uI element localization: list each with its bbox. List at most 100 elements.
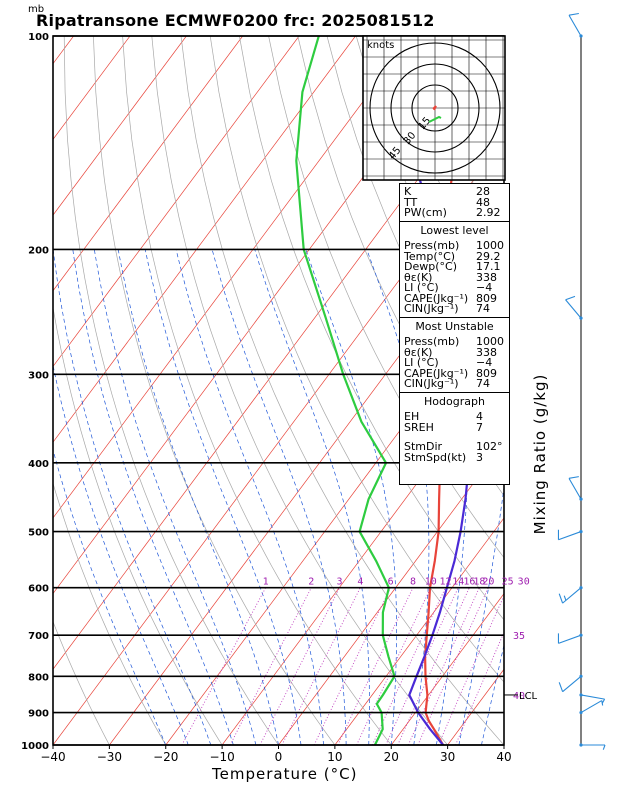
dry-adiabat (239, 36, 504, 621)
index-label: StmDir (404, 440, 443, 453)
y-tick-label: 400 (28, 459, 49, 470)
index-row: CIN(Jkg⁻¹) 74 (404, 303, 509, 315)
x-tick-label: −30 (97, 750, 122, 764)
dry-adiabat (180, 36, 504, 745)
index-value: −4 (476, 356, 493, 369)
wind-barb-feather (602, 744, 606, 750)
wind-barb-feather (558, 593, 564, 604)
dry-adiabat (590, 36, 618, 745)
isotherm (53, 36, 356, 443)
moist-adiabat (305, 249, 397, 745)
index-value: 17.1 (476, 260, 501, 273)
isotherm (334, 517, 504, 745)
index-row: Dewp(°C) 17.1 (404, 260, 509, 273)
index-label: K (404, 185, 412, 198)
index-value: −4 (476, 281, 493, 294)
wind-barb-feather (601, 700, 604, 706)
index-value: 7 (476, 420, 483, 434)
hodograph-trace-upper (432, 105, 437, 111)
mixing-ratio-label: 25 (502, 577, 514, 588)
dry-adiabat (122, 36, 392, 745)
hodograph-ring (411, 84, 459, 132)
index-row: CAPE(Jkg⁻¹) 809 (404, 291, 509, 305)
moist-adiabat (93, 249, 257, 745)
index-row: CAPE(Jkg⁻¹) 809 (404, 368, 509, 380)
x-tick-label: 20 (384, 750, 399, 764)
wind-barb-column (557, 12, 606, 750)
hodograph-header: Hodograph (424, 394, 485, 408)
isotherm (53, 36, 413, 519)
index-row: StmSpd(kt) 3 (404, 450, 509, 464)
index-label: Press(mb) (404, 239, 460, 252)
y-tick-label: 500 (28, 528, 49, 539)
index-row: StmDir 102° (404, 440, 509, 453)
isotherm (53, 36, 187, 216)
hodograph-trace-low (428, 115, 442, 123)
x-axis-label: Temperature (°C) (212, 765, 358, 783)
isotherm (53, 36, 300, 368)
index-row: SREH 7 (404, 420, 509, 434)
mixing-ratio-label: 16 (463, 577, 475, 588)
index-value: 4 (476, 410, 483, 423)
chart-title: Ripatransone ECMWF0200 frc: 2025081512 (36, 11, 435, 30)
index-value: 1000 (476, 239, 504, 252)
index-row: Press(mb) 1000 (404, 239, 509, 252)
index-value: 102° (476, 440, 503, 453)
mixing-ratio-label: 4 (357, 577, 363, 588)
index-label: θε(K) (404, 345, 433, 359)
index-row: θε(K) 338 (404, 270, 509, 284)
index-label: PW(cm) (404, 206, 447, 219)
index-row: PW(cm) 2.92 (404, 206, 509, 219)
unit-label: mb (28, 4, 45, 15)
mixing-ratio-line (337, 587, 414, 745)
mixing-ratio-label: 12 (439, 577, 451, 588)
mixing-ratio-label: 8 (410, 577, 416, 588)
wind-barb (580, 700, 603, 714)
isotherm (53, 36, 243, 292)
moist-adiabat (53, 363, 189, 745)
y-tick-label: 900 (28, 709, 49, 720)
lowest-level-header: Lowest level (420, 223, 489, 237)
wind-barb-feather (565, 295, 576, 301)
mixing-ratio-label: 1 (263, 577, 269, 588)
dry-adiabat (93, 36, 336, 745)
index-label: Press(mb) (404, 335, 460, 348)
index-row: Temp(°C) 29.2 (404, 249, 509, 263)
wind-barb-feather (558, 682, 564, 692)
index-value: 3 (476, 450, 483, 464)
mixing-ratio-line (407, 587, 480, 745)
moist-adiabat (117, 249, 279, 745)
moist-adiabat (503, 743, 504, 745)
index-row: θε(K) 338 (404, 345, 509, 359)
wind-barb-feather (568, 476, 579, 479)
mixing-ratio-line (313, 587, 392, 745)
moist-adiabat (436, 249, 469, 745)
index-row: EH 4 (404, 410, 509, 423)
moist-adiabat (72, 249, 234, 745)
dry-adiabat (268, 36, 504, 559)
index-value: 809 (476, 291, 497, 305)
y-tick-label: 800 (28, 672, 49, 683)
most-unstable-section: Most Unstable Press(mb) 1000 θε(K) 338 LI (°… (400, 318, 509, 393)
dewpoint-profile (295, 36, 396, 745)
mixing-ratio-label: 2 (308, 577, 314, 588)
y-tick-label: 200 (28, 245, 49, 256)
mixing-ratio-line (455, 631, 504, 745)
x-tick-label: 30 (440, 750, 455, 764)
indices-top-section: K 28 TT 48 PW(cm) 2.92 (400, 184, 509, 222)
index-value: 48 (476, 195, 490, 209)
index-label: Dewp(°C) (404, 260, 457, 273)
y-tick-label: 1000 (21, 741, 49, 752)
index-value: 338 (476, 270, 497, 284)
wind-barb-feather (568, 12, 579, 16)
dry-adiabat (53, 482, 167, 745)
index-value: 74 (476, 377, 490, 390)
hodograph-ring (369, 42, 501, 174)
index-value: 29.2 (476, 249, 501, 263)
moist-adiabat (481, 643, 504, 745)
dry-adiabat (561, 36, 618, 745)
most-unstable-header: Most Unstable (415, 319, 494, 333)
x-tick-label: 0 (275, 750, 283, 764)
